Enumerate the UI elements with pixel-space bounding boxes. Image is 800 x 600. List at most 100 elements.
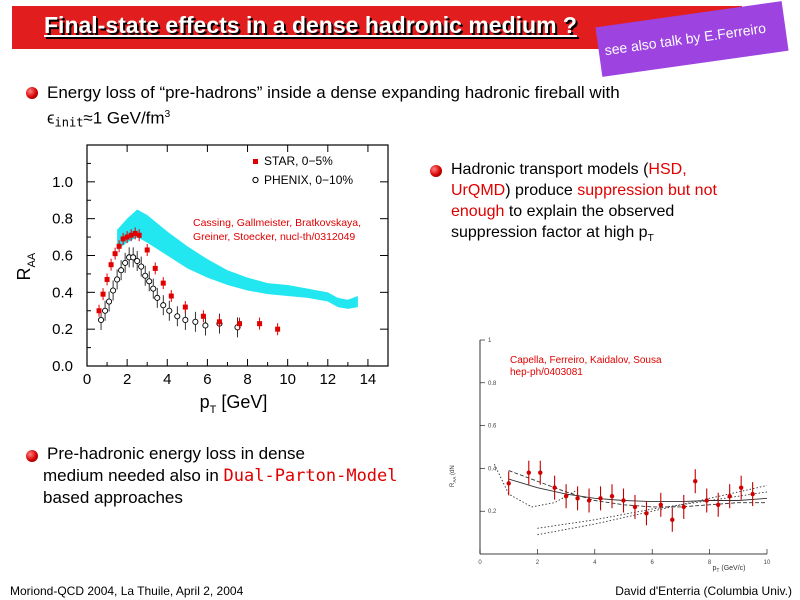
energy-density: ≈1 GeV/fm bbox=[83, 108, 165, 128]
b3-line2: medium needed also in bbox=[43, 466, 224, 485]
data-point bbox=[658, 502, 664, 507]
x-tick-label: 4 bbox=[593, 560, 597, 566]
star-point bbox=[104, 276, 110, 282]
legend-star-marker bbox=[253, 159, 258, 164]
data-point bbox=[644, 511, 649, 516]
curve-dotted-envelope bbox=[493, 463, 578, 508]
bullet-1-text: Energy loss of “pre-hadrons” inside a de… bbox=[47, 82, 767, 134]
star-point bbox=[216, 319, 222, 325]
bullet-icon bbox=[26, 450, 38, 462]
footer-left: Moriond-QCD 2004, La Thuile, April 2, 20… bbox=[10, 584, 244, 598]
star-point bbox=[112, 251, 118, 257]
star-point bbox=[108, 262, 114, 268]
curve-solid bbox=[508, 478, 768, 503]
x-label-sub: T bbox=[210, 404, 217, 416]
x-tick-label: 8 bbox=[708, 560, 712, 566]
data-point bbox=[750, 491, 755, 497]
y-tick-label: 0.4 bbox=[488, 466, 497, 472]
y-tick-label: 0.2 bbox=[488, 509, 497, 515]
model-band bbox=[117, 209, 358, 309]
star-point bbox=[116, 243, 122, 249]
b2-pt-sub: T bbox=[647, 233, 654, 245]
star-point bbox=[96, 308, 102, 314]
phenix-point bbox=[160, 302, 167, 309]
citation-annotation: Greiner, Stoecker, nucl-th/0312049 bbox=[193, 231, 355, 243]
star-point bbox=[257, 321, 263, 327]
y-axis-label: RAA (dN bbox=[450, 465, 457, 487]
citation-annotation: Cassing, Gallmeister, Bratkovskaya, bbox=[193, 217, 361, 229]
x-tick-label: 0 bbox=[83, 371, 91, 388]
data-point bbox=[716, 502, 721, 507]
legend-phenix-label: PHENIX, 0−10% bbox=[264, 173, 353, 187]
data-point bbox=[609, 494, 615, 499]
y-tick-label: 0.8 bbox=[52, 211, 73, 228]
phenix-point bbox=[150, 285, 157, 292]
phenix-point bbox=[142, 272, 149, 279]
y-tick-label: 0.6 bbox=[488, 424, 497, 430]
phenix-point bbox=[138, 263, 145, 270]
star-point bbox=[132, 230, 138, 236]
phenix-point bbox=[118, 267, 125, 274]
phenix-point bbox=[134, 257, 141, 265]
star-point bbox=[120, 236, 126, 242]
y-tick-label: 0.2 bbox=[52, 321, 73, 338]
x-axis-label: pT (GeV/c) bbox=[712, 565, 745, 574]
y-tick-label: 0.6 bbox=[52, 248, 73, 265]
x-tick-label: 10 bbox=[279, 371, 296, 388]
bullet-icon bbox=[26, 87, 38, 99]
sticker-text: see also talk by E.Ferreiro bbox=[603, 19, 767, 59]
star-point bbox=[237, 321, 243, 327]
star-point bbox=[144, 247, 150, 253]
legend-star-label: STAR, 0−5% bbox=[264, 154, 333, 168]
b2-urqmd: UrQMD bbox=[451, 182, 506, 199]
b2-hsd: HSD, bbox=[648, 161, 687, 178]
y-label-sub: AA bbox=[452, 477, 457, 483]
data-point bbox=[586, 498, 592, 503]
y-tick-label: 0.8 bbox=[488, 381, 497, 387]
phenix-point bbox=[97, 316, 105, 324]
phenix-point bbox=[146, 278, 153, 285]
curve-dotted-rising-2 bbox=[537, 491, 768, 529]
phenix-point bbox=[110, 287, 117, 294]
star-point bbox=[152, 265, 158, 271]
data-point bbox=[621, 498, 626, 503]
b2-text-d: suppression factor at high p bbox=[451, 224, 648, 241]
phenix-point bbox=[122, 259, 129, 266]
raa-chart-left: 0 2 4 6 8 10 12 14 0.0 0.2 0.4 0.6 0.8 1.0 RAA pT [Ge… bbox=[14, 144, 389, 416]
legend-phenix-marker bbox=[252, 176, 259, 184]
phenix-point bbox=[166, 307, 173, 314]
data-point bbox=[563, 494, 569, 499]
epsilon-symbol: ϵ bbox=[47, 108, 55, 128]
data-point bbox=[575, 496, 580, 501]
data-point bbox=[738, 485, 744, 490]
bullet-2-text: Hadronic transport models (HSD, UrQMD) p… bbox=[451, 159, 791, 249]
b2-text-a: Hadronic transport models ( bbox=[451, 161, 649, 178]
init-subscript: init bbox=[54, 115, 84, 130]
b3-line1: Pre-hadronic energy loss in dense bbox=[47, 444, 305, 463]
data-point bbox=[526, 470, 531, 475]
x-label-main: p bbox=[712, 565, 716, 572]
b2-enough: enough bbox=[451, 203, 505, 220]
curve-dashed bbox=[508, 470, 767, 508]
star-point bbox=[182, 304, 188, 310]
phenix-point bbox=[192, 318, 199, 325]
phenix-point bbox=[182, 316, 189, 324]
y-tick-label: 0.0 bbox=[52, 358, 73, 375]
y-tick-label: 1 bbox=[488, 338, 492, 344]
bullet-3-text: Pre-hadronic energy loss in dense medium… bbox=[43, 443, 447, 509]
y-label-main: R bbox=[450, 482, 456, 487]
citation-annotation: Capella, Ferreiro, Kaidalov, Sousa bbox=[510, 355, 662, 366]
b3-dpm: Dual-Parton-Model bbox=[223, 466, 398, 486]
phenix-point bbox=[114, 276, 121, 283]
x-label-unit: [GeV] bbox=[216, 392, 267, 412]
x-tick-label: 2 bbox=[536, 560, 540, 566]
b3-line3: based approaches bbox=[43, 488, 183, 507]
citation-annotation: hep-ph/0403081 bbox=[510, 367, 583, 378]
phenix-point bbox=[202, 322, 209, 329]
x-axis-label: pT [GeV] bbox=[200, 392, 268, 416]
phenix-point bbox=[174, 313, 181, 320]
b2-text-b: ) produce bbox=[505, 182, 578, 199]
x-tick-label: 8 bbox=[243, 371, 251, 388]
x-tick-label: 6 bbox=[203, 371, 211, 388]
y-label-rest: (dN bbox=[450, 465, 456, 476]
